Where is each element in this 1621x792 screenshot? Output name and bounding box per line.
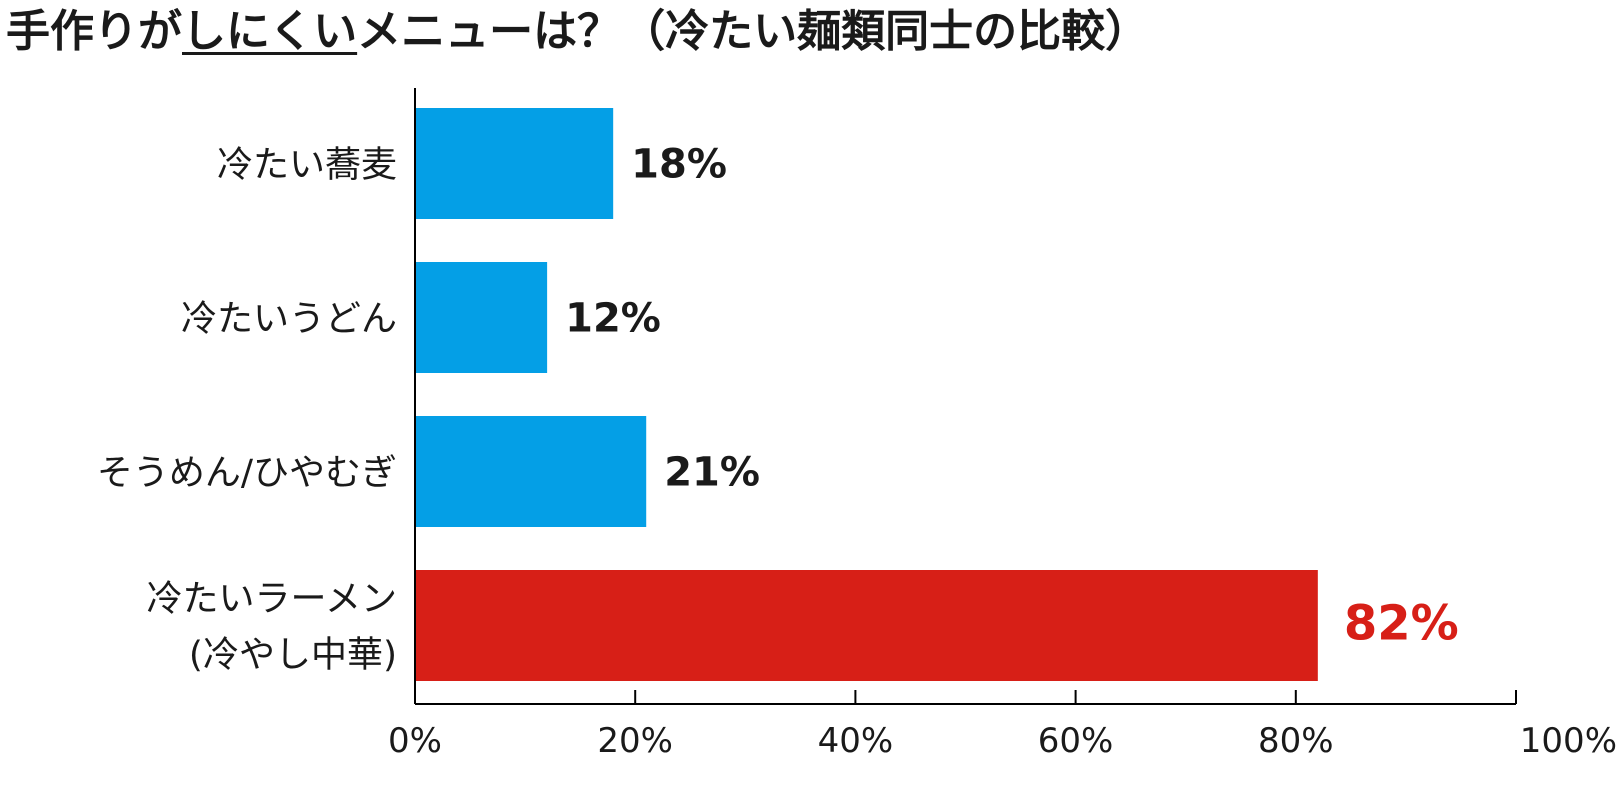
value-label: 82% bbox=[1344, 596, 1459, 652]
category-label: 冷たいラーメン bbox=[146, 579, 397, 620]
category-label: そうめん/ひやむぎ bbox=[97, 453, 397, 494]
bar bbox=[415, 108, 614, 219]
chart-title: 手作りがしにくいメニューは？（冷たい麺類同士の比較） bbox=[6, 2, 1149, 62]
title-underlined: しにくい bbox=[182, 6, 358, 57]
category-label: 冷たいうどん bbox=[181, 299, 397, 340]
title-suffix: メニューは？（冷たい麺類同士の比較） bbox=[357, 6, 1150, 57]
bar bbox=[415, 570, 1318, 681]
value-label: 18% bbox=[631, 142, 727, 188]
x-tick-label: 80% bbox=[1258, 721, 1334, 761]
x-tick-label: 100% bbox=[1520, 721, 1617, 761]
bar bbox=[415, 262, 548, 373]
value-label: 21% bbox=[664, 450, 760, 496]
x-tick-label: 60% bbox=[1038, 721, 1114, 761]
category-label: (冷やし中華) bbox=[189, 635, 397, 676]
bar bbox=[415, 416, 647, 527]
title-prefix: 手作りが bbox=[6, 6, 182, 57]
value-label: 12% bbox=[565, 296, 661, 342]
x-tick-label: 20% bbox=[597, 721, 673, 761]
category-label: 冷たい蕎麦 bbox=[217, 145, 397, 186]
x-tick-label: 40% bbox=[818, 721, 894, 761]
x-tick-label: 0% bbox=[388, 721, 442, 761]
